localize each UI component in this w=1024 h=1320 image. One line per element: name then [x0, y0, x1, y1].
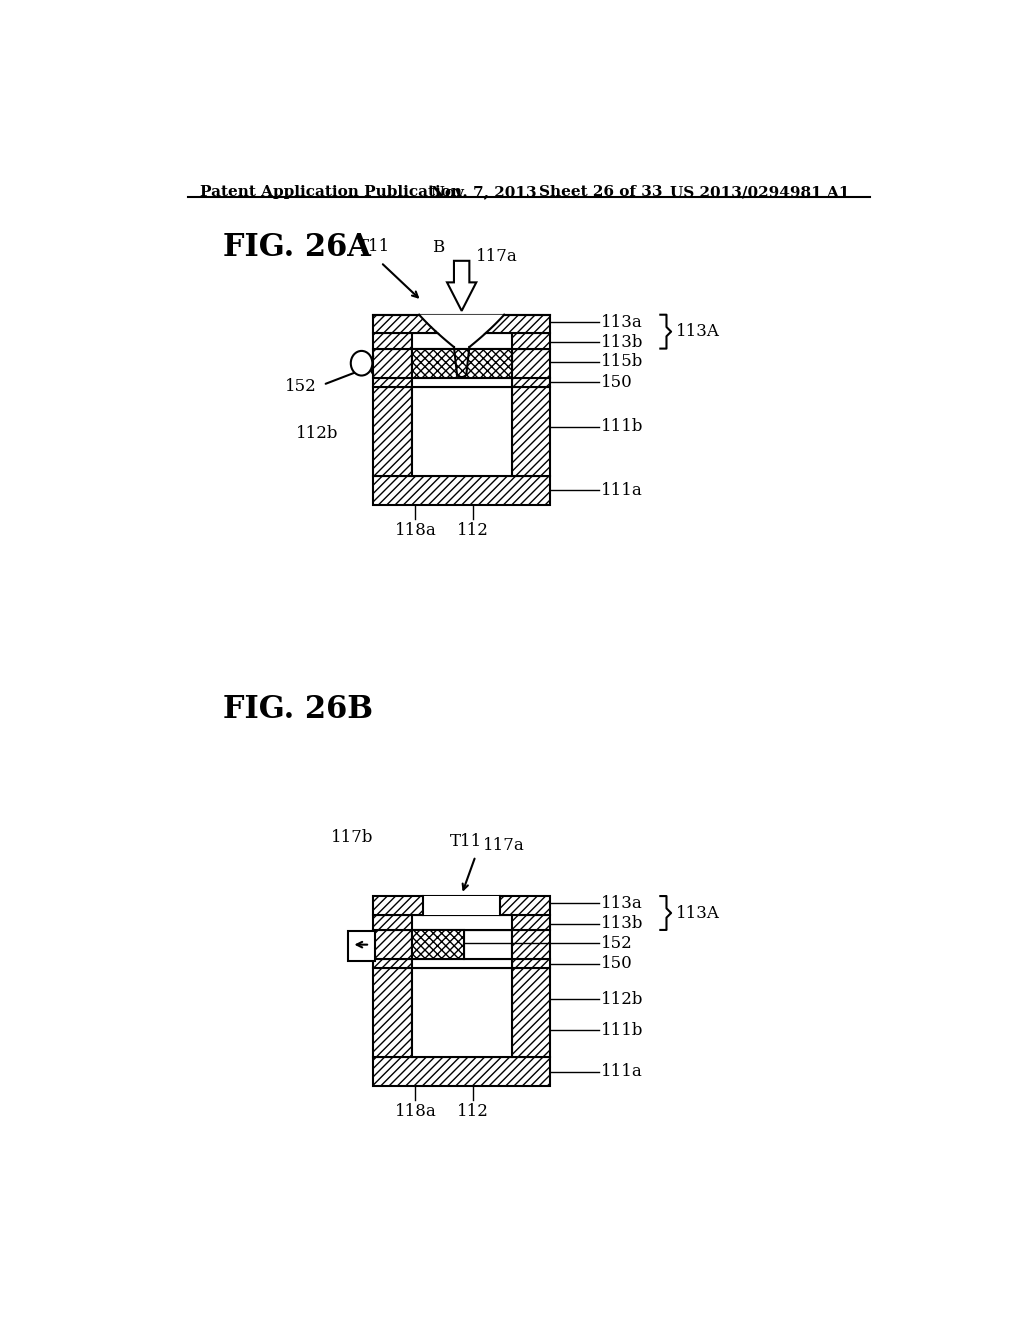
Bar	[373, 896, 550, 915]
Bar	[412, 915, 512, 929]
Bar	[373, 378, 412, 387]
Text: 111a: 111a	[601, 482, 643, 499]
Bar	[512, 387, 550, 475]
Text: 117b: 117b	[331, 829, 374, 846]
Text: Patent Application Publication: Patent Application Publication	[200, 185, 462, 199]
Text: 150: 150	[601, 374, 633, 391]
Text: FIG. 26A: FIG. 26A	[223, 231, 371, 263]
Bar	[373, 333, 550, 348]
Polygon shape	[419, 314, 504, 347]
Text: 111b: 111b	[601, 418, 643, 436]
Bar	[512, 348, 550, 378]
Text: 117a: 117a	[475, 248, 517, 264]
Bar	[512, 378, 550, 387]
Text: 112b: 112b	[601, 991, 643, 1008]
Text: Nov. 7, 2013: Nov. 7, 2013	[431, 185, 537, 199]
Text: T11: T11	[357, 238, 390, 255]
Bar	[373, 1057, 550, 1086]
Bar	[412, 348, 512, 378]
Text: 113a: 113a	[601, 314, 643, 330]
Bar	[412, 969, 512, 1057]
Text: 112: 112	[458, 1104, 489, 1121]
Text: 113b: 113b	[601, 334, 643, 351]
Bar	[373, 969, 412, 1057]
Text: 118a: 118a	[394, 521, 436, 539]
Text: 112: 112	[458, 521, 489, 539]
Text: Sheet 26 of 33: Sheet 26 of 33	[539, 185, 663, 199]
Bar	[373, 348, 412, 378]
Polygon shape	[447, 261, 476, 312]
Text: T11: T11	[450, 833, 481, 850]
Bar	[348, 932, 375, 961]
Bar	[373, 915, 550, 929]
Bar	[412, 378, 512, 387]
Text: 152: 152	[601, 935, 633, 952]
Text: 113b: 113b	[601, 915, 643, 932]
Bar	[412, 387, 512, 475]
Bar	[512, 929, 550, 960]
Bar	[412, 333, 512, 348]
Text: 115b: 115b	[601, 354, 643, 370]
Ellipse shape	[351, 351, 373, 376]
Bar	[464, 929, 512, 960]
Bar	[373, 314, 550, 333]
Text: FIG. 26B: FIG. 26B	[223, 693, 373, 725]
Text: 111a: 111a	[601, 1063, 643, 1080]
Text: 112b: 112b	[296, 425, 339, 442]
Bar	[512, 960, 550, 969]
Bar	[373, 960, 412, 969]
Text: US 2013/0294981 A1: US 2013/0294981 A1	[670, 185, 849, 199]
Text: 117a: 117a	[483, 837, 525, 854]
Text: 150: 150	[601, 956, 633, 973]
Bar	[423, 896, 500, 915]
Bar	[412, 960, 512, 969]
Bar	[373, 387, 412, 475]
Text: 113A: 113A	[676, 904, 720, 921]
Bar	[373, 475, 550, 506]
Text: 113a: 113a	[601, 895, 643, 912]
Text: 111b: 111b	[601, 1022, 643, 1039]
Bar	[373, 929, 412, 960]
Text: 152: 152	[285, 378, 316, 395]
Text: 113A: 113A	[676, 323, 720, 341]
Text: B: B	[432, 239, 444, 256]
Text: 118a: 118a	[394, 1104, 436, 1121]
Bar	[412, 929, 464, 960]
Bar	[512, 969, 550, 1057]
